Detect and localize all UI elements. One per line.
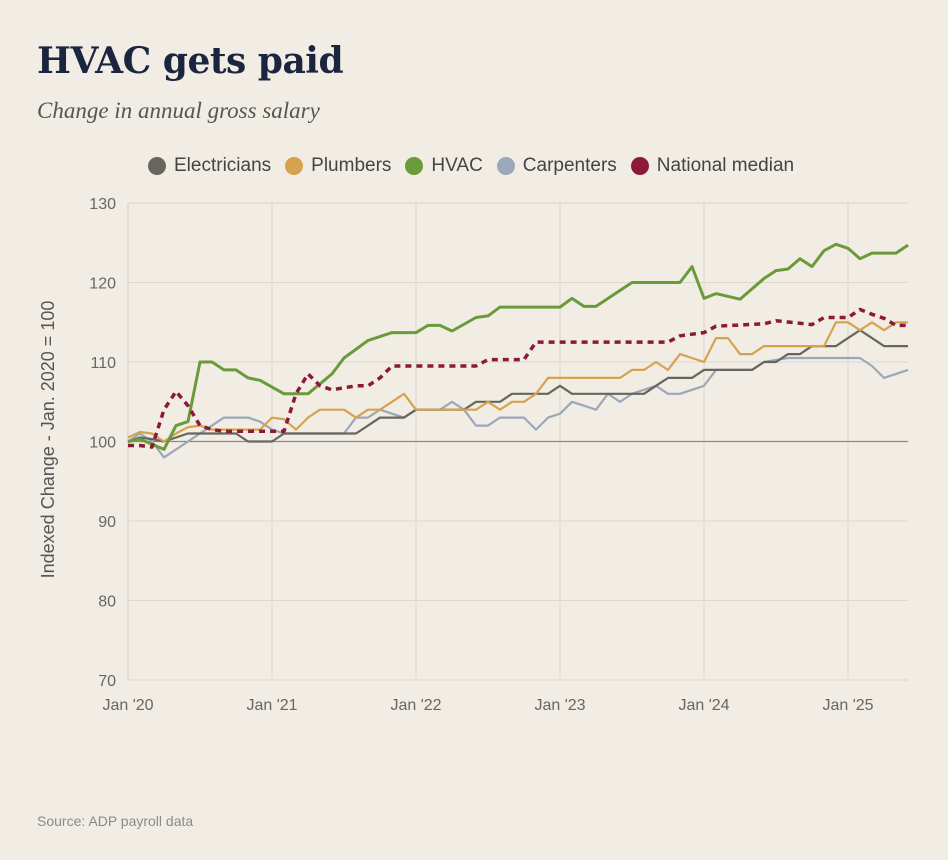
x-tick-label: Jan '23 [534, 697, 585, 714]
legend-swatch-icon [405, 157, 424, 175]
y-tick-label: 130 [89, 196, 116, 213]
legend-item: HVAC [405, 155, 483, 177]
x-tick-label: Jan '24 [678, 697, 729, 714]
chart-subtitle: Change in annual gross salary [37, 98, 320, 123]
series-line-carpenters [127, 356, 909, 459]
series-line-hvac [127, 242, 909, 451]
legend-label: HVAC [431, 155, 483, 176]
y-tick-label: 100 [89, 435, 116, 452]
legend-item: National median [630, 155, 795, 177]
legend-item: Plumbers [285, 155, 391, 177]
legend-swatch-icon [148, 157, 166, 175]
legend-swatch-icon [630, 157, 649, 175]
x-tick-label: Jan '22 [390, 697, 441, 714]
y-tick-label: 70 [98, 673, 116, 690]
x-tick-label: Jan '25 [822, 697, 873, 714]
legend-label: Carpenters [522, 155, 617, 176]
legend-swatch-icon [285, 157, 304, 175]
x-tick-label: Jan '21 [246, 697, 297, 714]
y-tick-label: 90 [98, 514, 116, 531]
legend-swatch-icon [496, 157, 515, 175]
chart-title: HVAC gets paid [37, 40, 344, 82]
y-tick-label: 80 [98, 594, 116, 611]
y-axis-label: Indexed Change - Jan. 2020 = 100 [38, 301, 58, 579]
x-tick-label: Jan '20 [102, 697, 153, 714]
legend-label: Electricians [174, 155, 272, 176]
legend-label: National median [656, 155, 795, 176]
source-note: Source: ADP payroll data [37, 813, 194, 829]
legend-label: Plumbers [311, 155, 392, 176]
series-line-electricians [127, 329, 908, 443]
y-tick-label: 110 [90, 355, 116, 372]
legend-item: Electricians [148, 155, 271, 177]
series-line-national-median [128, 307, 908, 449]
legend: Electricians Plumbers HVAC Carpenters Nation… [148, 155, 794, 177]
y-tick-label: 120 [89, 276, 116, 293]
series-line-plumbers [127, 321, 908, 443]
legend-item: Carpenters [496, 155, 617, 177]
